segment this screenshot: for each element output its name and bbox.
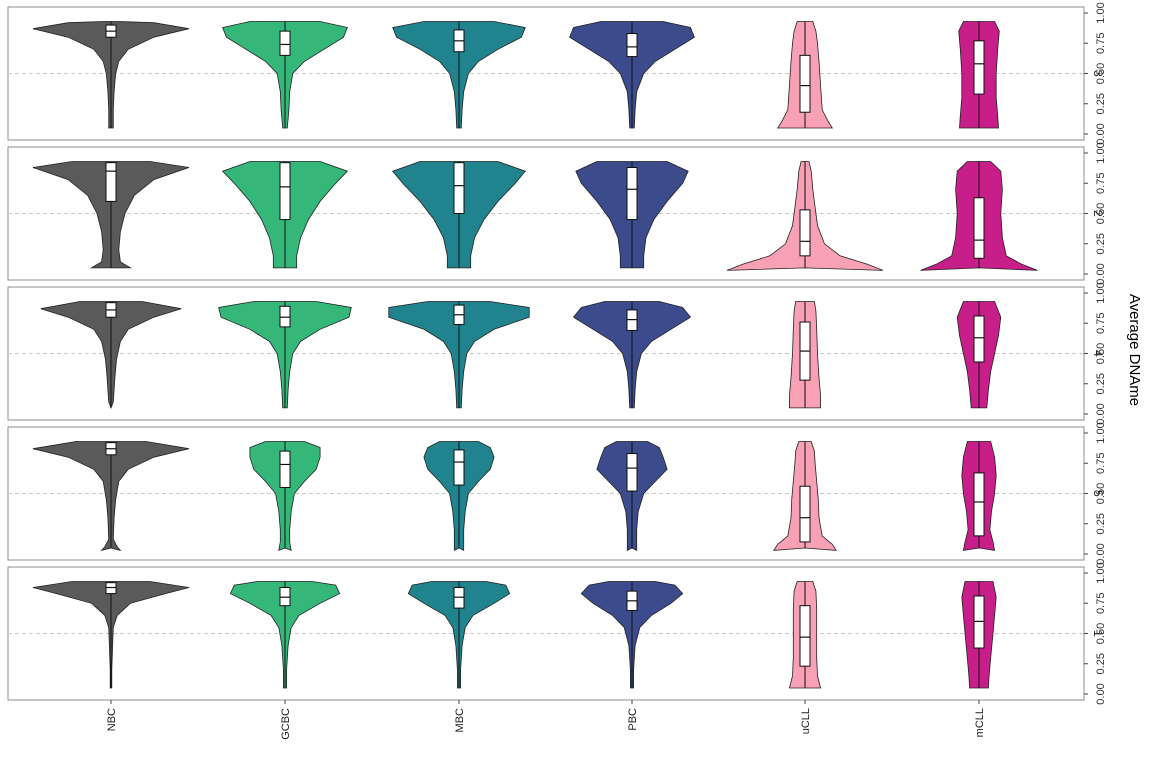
y-tick-label: 0.50 xyxy=(1095,63,1107,84)
y-tick-label: 0.75 xyxy=(1095,173,1107,194)
y-tick-label: 0.25 xyxy=(1095,93,1107,114)
box-GCBC xyxy=(279,162,291,221)
x-tick-label-PBC: PBC xyxy=(627,708,639,731)
y-tick-label: 0.25 xyxy=(1095,233,1107,254)
box-NBC xyxy=(105,582,117,595)
box-uCLL xyxy=(799,54,811,113)
y-tick-label: 0.75 xyxy=(1095,593,1107,614)
facet-panel-3: 0.00 0.25 0.50 0.75 1.00 3 xyxy=(7,2,1107,145)
box-mCLL xyxy=(973,197,985,259)
y-tick-label: 0.25 xyxy=(1095,373,1107,394)
y-tick-label: 0.00 xyxy=(1095,263,1107,284)
box-PBC xyxy=(626,33,638,58)
y-tick-label: 0.00 xyxy=(1095,123,1107,144)
facet-label: 2 xyxy=(1091,210,1105,217)
facet-label: 5 xyxy=(1091,490,1105,497)
y-tick-label: 0.25 xyxy=(1095,653,1107,674)
box-uCLL xyxy=(799,209,811,257)
box-mCLL xyxy=(973,595,985,649)
y-tick-label: 0.00 xyxy=(1095,543,1107,564)
y-tick-label: 1.00 xyxy=(1095,2,1107,23)
facet-label: 4 xyxy=(1091,350,1105,357)
x-tick-label-mCLL: mCLL xyxy=(974,708,986,737)
y-tick-label: 1.00 xyxy=(1095,142,1107,163)
box-MBC xyxy=(453,587,465,609)
box-PBC xyxy=(626,167,638,221)
box-uCLL xyxy=(799,485,811,543)
y-tick-label: 0.00 xyxy=(1095,683,1107,704)
y-tick-label: 0.50 xyxy=(1095,203,1107,224)
box-GCBC xyxy=(279,30,291,56)
box-MBC xyxy=(453,449,465,486)
y-tick-label: 0.75 xyxy=(1095,313,1107,334)
y-tick-label: 0.50 xyxy=(1095,483,1107,504)
y-tick-label: 0.50 xyxy=(1095,623,1107,644)
y-tick-label: 0.75 xyxy=(1095,33,1107,54)
y-tick-label: 0.50 xyxy=(1095,343,1107,364)
box-GCBC xyxy=(279,305,291,328)
box-GCBC xyxy=(279,587,291,607)
x-axis: NBC GCBC MBC PBC uCLL mCLL xyxy=(106,700,986,740)
box-PBC xyxy=(626,453,638,492)
x-tick-label-MBC: MBC xyxy=(454,708,466,733)
facet-panel-2: 0.00 0.25 0.50 0.75 1.00 2 xyxy=(7,142,1107,285)
x-tick-label-NBC: NBC xyxy=(106,708,118,731)
facet-panel-1: 0.00 0.25 0.50 0.75 1.00 1 xyxy=(7,562,1107,705)
box-GCBC xyxy=(279,450,291,488)
y-tick-label: 1.00 xyxy=(1095,282,1107,303)
x-tick-label-GCBC: GCBC xyxy=(280,708,292,740)
box-MBC xyxy=(453,162,465,214)
panels: 0.00 0.25 0.50 0.75 1.00 3 0.00 0.25 0.50 0.75 1.0… xyxy=(7,2,1107,705)
box-NBC xyxy=(105,162,117,202)
y-tick-label: 1.00 xyxy=(1095,422,1107,443)
facet-label: 3 xyxy=(1091,70,1105,77)
y-tick-label: 0.75 xyxy=(1095,453,1107,474)
facet-panel-4: 0.00 0.25 0.50 0.75 1.00 4 xyxy=(7,282,1107,425)
y-tick-label: 1.00 xyxy=(1095,562,1107,583)
y-axis-title: Average DNAme xyxy=(1126,294,1143,406)
box-mCLL xyxy=(973,315,985,363)
box-mCLL xyxy=(973,40,985,95)
y-tick-label: 0.00 xyxy=(1095,403,1107,424)
facet-label: 1 xyxy=(1091,630,1105,637)
y-tick-label: 0.25 xyxy=(1095,513,1107,534)
facet-panel-5: 0.00 0.25 0.50 0.75 1.00 5 xyxy=(7,422,1107,565)
box-uCLL xyxy=(799,605,811,667)
box-PBC xyxy=(626,309,638,332)
x-tick-label-uCLL: uCLL xyxy=(800,708,812,734)
box-mCLL xyxy=(973,472,985,537)
